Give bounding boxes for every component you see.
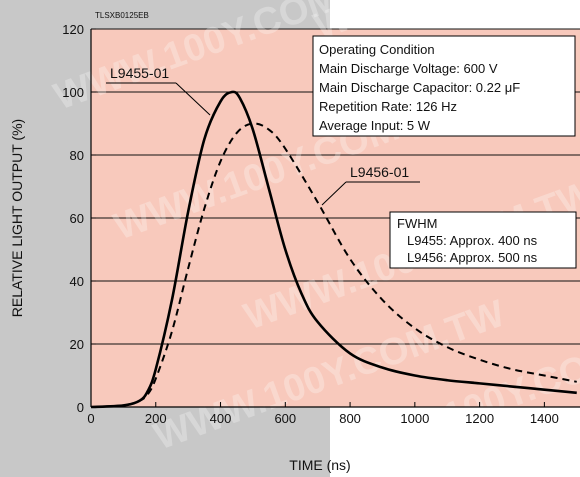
y-axis-title: RELATIVE LIGHT OUTPUT (%) [9,119,25,317]
series-label-l9455-leader [175,82,211,116]
series-label-l9456-leader [321,181,347,206]
x-tick-label: 1200 [465,411,494,426]
x-tick-label: 400 [210,411,232,426]
x-tick-label: 1400 [530,411,559,426]
y-tick-label: 0 [77,400,84,415]
operating-condition-line: Average Input: 5 W [319,118,431,133]
data-series [90,90,577,409]
fwhm-title: FWHM [397,216,437,231]
operating-condition-box-frame [312,35,576,137]
series-label-l9455: L9455-01 [110,65,169,81]
fwhm-line: L9455: Approx. 400 ns [407,233,538,248]
fwhm-box-frame [389,211,577,269]
y-tick-label: 100 [62,85,84,100]
series-label-l9456: L9456-01 [350,164,409,180]
operating-condition-line: Repetition Rate: 126 Hz [319,99,457,114]
x-tick-label: 600 [274,411,296,426]
x-tick-labels: 0 200 400 600 800 1000 1200 1400 [87,411,558,426]
y-tick-label: 20 [70,337,84,352]
operating-condition-box: Operating Condition Main Discharge Volta… [312,35,576,137]
operating-condition-title: Operating Condition [319,42,435,57]
x-tick-label: 0 [87,411,94,426]
fwhm-line: L9456: Approx. 500 ns [407,250,538,265]
fwhm-box: FWHM L9455: Approx. 400 ns L9456: Approx… [389,211,577,269]
x-axis-title: TIME (ns) [289,457,350,473]
y-tick-label: 120 [62,22,84,37]
operating-condition-line: Main Discharge Voltage: 600 V [319,61,498,76]
x-tick-label: 800 [339,411,361,426]
y-tick-labels: 0 20 40 60 80 100 120 [62,22,84,415]
series-line-l9455-01 [90,90,577,409]
operating-condition-line: Main Discharge Capacitor: 0.22 μF [319,80,520,95]
y-tick-label: 40 [70,274,84,289]
axes [90,28,580,408]
x-tick-label: 1000 [400,411,429,426]
series-line-l9456-01 [90,122,577,408]
x-tick-label: 200 [145,411,167,426]
y-tick-label: 80 [70,148,84,163]
y-tick-label: 60 [70,211,84,226]
document-code: TLSXB0125EB [95,11,149,20]
